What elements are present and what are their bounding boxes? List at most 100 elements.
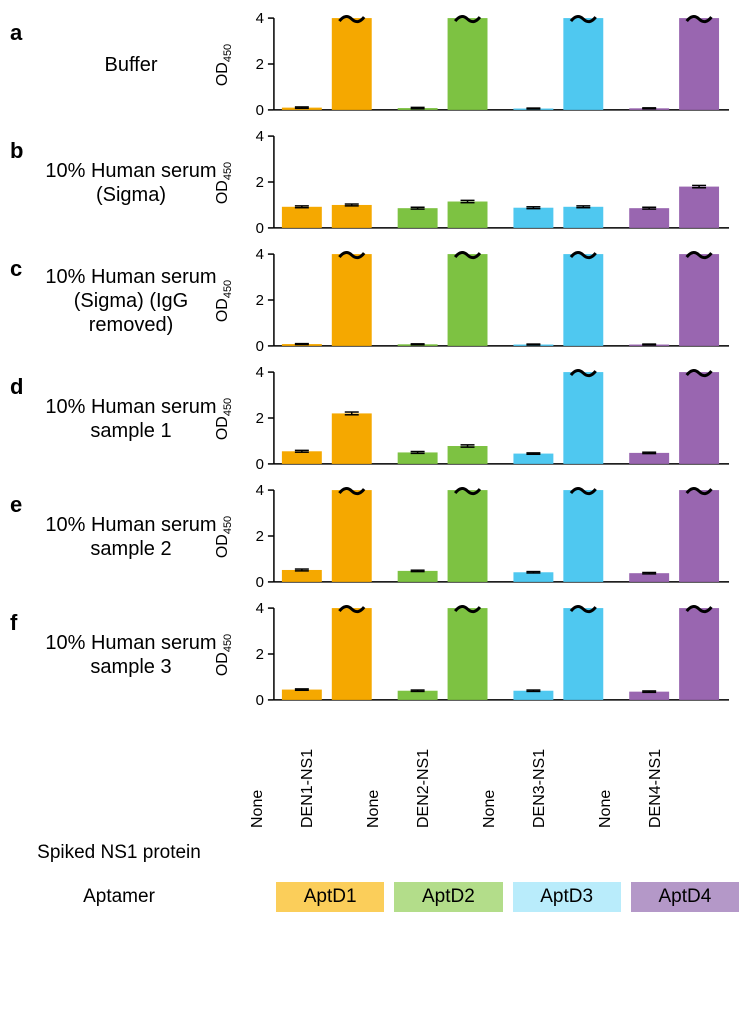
bar <box>448 490 488 582</box>
bar <box>282 690 322 700</box>
svg-text:0: 0 <box>256 102 264 119</box>
bar <box>679 187 719 228</box>
bar <box>282 451 322 464</box>
panel-condition-label: Buffer <box>40 53 230 77</box>
bar <box>332 490 372 582</box>
bar <box>563 207 603 228</box>
panel-letter: b <box>10 128 40 164</box>
svg-text:0: 0 <box>256 220 264 237</box>
y-axis-label: OD450 <box>214 162 234 204</box>
svg-text:2: 2 <box>256 410 264 427</box>
svg-text:0: 0 <box>256 692 264 709</box>
panel-letter: a <box>10 10 40 46</box>
chart-svg: 0 2 4 <box>230 364 739 474</box>
svg-text:4: 4 <box>256 246 264 263</box>
spiked-caption-row: Spiked NS1 protein <box>10 842 739 864</box>
panel-condition-label: 10% Human serum sample 2 <box>40 513 230 561</box>
x-category-label: None <box>597 718 615 828</box>
bar <box>282 570 322 582</box>
bar <box>679 490 719 582</box>
bar <box>332 413 372 464</box>
bar <box>629 208 669 228</box>
bar <box>679 18 719 110</box>
bar <box>448 254 488 346</box>
bar <box>332 254 372 346</box>
bar <box>563 608 603 700</box>
panel-row: aBufferOD450 0 2 4 <box>10 10 739 120</box>
svg-text:4: 4 <box>256 364 264 381</box>
x-labels-row: None DEN1-NS1 None DEN2-NS1 None DEN3-NS1 None… <box>10 718 739 836</box>
x-category-label: DEN2-NS1 <box>415 718 433 828</box>
aptamer-box: AptD1 <box>276 882 384 912</box>
panel-condition-label: 10% Human serum (Sigma) (IgG removed) <box>40 265 230 337</box>
bar <box>563 490 603 582</box>
bar <box>332 205 372 228</box>
bar <box>679 372 719 464</box>
aptamer-box: AptD4 <box>631 882 739 912</box>
svg-text:2: 2 <box>256 528 264 545</box>
svg-text:4: 4 <box>256 128 264 145</box>
x-category-label: DEN3-NS1 <box>531 718 549 828</box>
svg-text:4: 4 <box>256 600 264 617</box>
x-category-label: DEN1-NS1 <box>299 718 317 828</box>
chart-area: OD450024 <box>230 128 739 238</box>
svg-text:0: 0 <box>256 456 264 473</box>
panel-row: b10% Human serum (Sigma)OD450 0 2 4 <box>10 128 739 238</box>
panel-condition-label: 10% Human serum (Sigma) <box>40 159 230 207</box>
bar <box>563 372 603 464</box>
chart-svg: 0 2 4 <box>230 10 739 120</box>
y-axis-label: OD450 <box>214 634 234 676</box>
spiked-caption: Spiked NS1 protein <box>10 842 228 864</box>
bar <box>398 571 438 582</box>
svg-text:0: 0 <box>256 338 264 355</box>
figure-root: aBufferOD450024b10% Human serum (Sigma)O… <box>10 10 739 912</box>
panel-row: f10% Human serum sample 3OD450 0 2 4 <box>10 600 739 710</box>
chart-svg: 0 2 4 <box>230 600 739 710</box>
panel-row: c10% Human serum (Sigma) (IgG removed)OD… <box>10 246 739 356</box>
bar <box>398 452 438 463</box>
chart-area: OD450024 <box>230 364 739 474</box>
aptamer-row: Aptamer AptD1 AptD2 AptD3 AptD4 <box>10 882 739 912</box>
chart-area: OD450024 <box>230 600 739 710</box>
chart-area: OD450024 <box>230 482 739 592</box>
panel-condition-label: 10% Human serum sample 3 <box>40 631 230 679</box>
chart-area: OD450024 <box>230 10 739 120</box>
bar <box>448 608 488 700</box>
chart-svg: 0 2 4 <box>230 128 739 238</box>
svg-text:4: 4 <box>256 482 264 499</box>
panel-letter: f <box>10 600 40 636</box>
svg-text:2: 2 <box>256 292 264 309</box>
panel-letter: e <box>10 482 40 518</box>
bar <box>398 208 438 228</box>
x-category-label: DEN4-NS1 <box>647 718 665 828</box>
svg-text:2: 2 <box>256 174 264 191</box>
bar <box>629 453 669 464</box>
bar <box>513 208 553 228</box>
aptamer-box: AptD2 <box>394 882 502 912</box>
aptamer-box: AptD3 <box>513 882 621 912</box>
svg-text:2: 2 <box>256 646 264 663</box>
bar <box>332 608 372 700</box>
bar <box>513 454 553 464</box>
panel-letter: d <box>10 364 40 400</box>
svg-text:0: 0 <box>256 574 264 591</box>
x-category-label: None <box>249 718 267 828</box>
chart-area: OD450024 <box>230 246 739 356</box>
y-axis-label: OD450 <box>214 44 234 86</box>
bar <box>679 608 719 700</box>
bar <box>448 202 488 228</box>
svg-text:4: 4 <box>256 10 264 27</box>
aptamer-caption: Aptamer <box>10 886 228 908</box>
y-axis-label: OD450 <box>214 516 234 558</box>
svg-text:2: 2 <box>256 56 264 73</box>
y-axis-label: OD450 <box>214 280 234 322</box>
x-category-label: None <box>365 718 383 828</box>
x-category-label: None <box>481 718 499 828</box>
bar <box>332 18 372 110</box>
bar <box>448 446 488 464</box>
y-axis-label: OD450 <box>214 398 234 440</box>
panel-letter: c <box>10 246 40 282</box>
panel-row: e10% Human serum sample 2OD450 0 2 4 <box>10 482 739 592</box>
bar <box>563 254 603 346</box>
bar <box>282 207 322 228</box>
